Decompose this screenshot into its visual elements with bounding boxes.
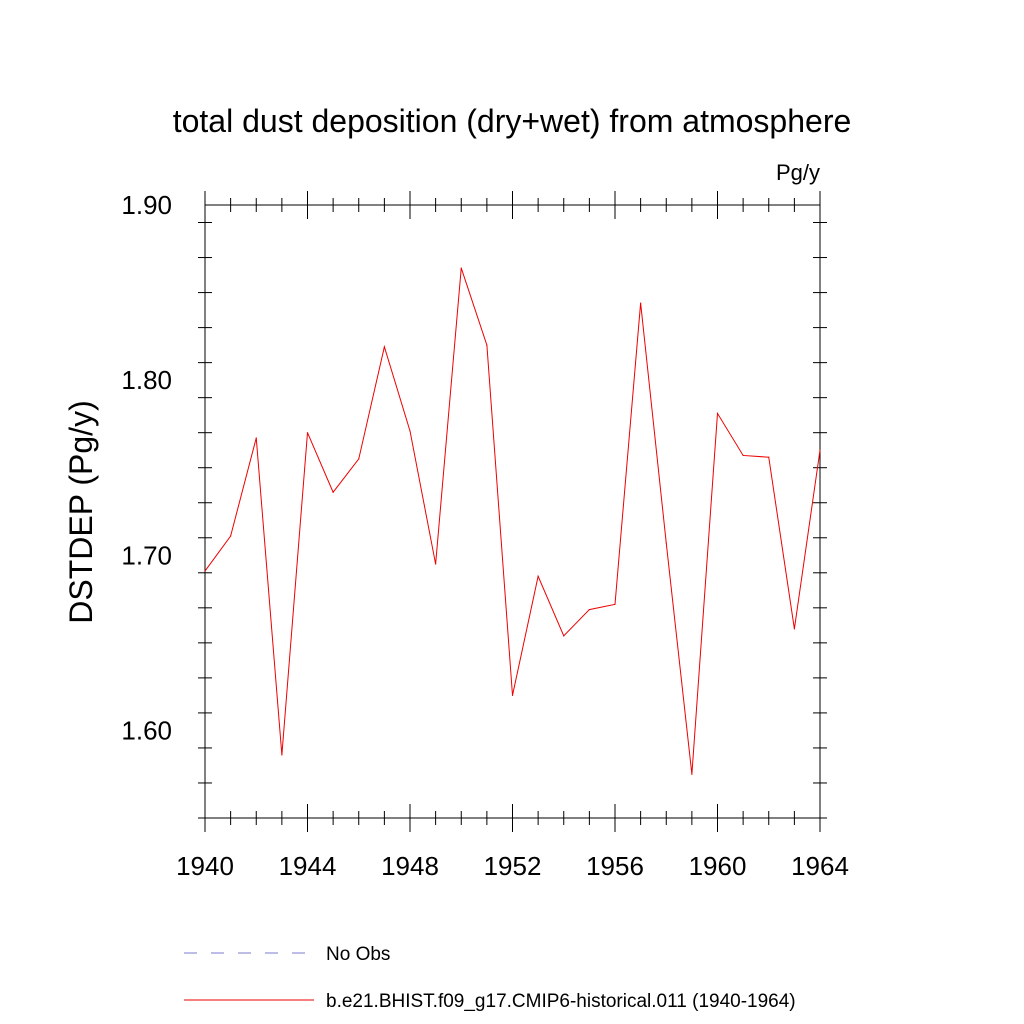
data-point — [460, 267, 462, 269]
data-point — [332, 491, 334, 493]
data-point — [742, 454, 744, 457]
x-tick-label: 1948 — [381, 851, 439, 881]
data-point — [204, 570, 206, 572]
data-point — [306, 432, 309, 434]
y-tick-label: 1.60 — [121, 715, 172, 745]
data-point — [230, 535, 232, 537]
data-point — [665, 542, 667, 544]
x-tick-label: 1960 — [689, 851, 747, 881]
data-point — [716, 412, 719, 415]
data-point — [691, 773, 693, 775]
data-point — [640, 302, 642, 304]
legend-label: No Obs — [326, 944, 390, 965]
series-layer — [204, 267, 821, 775]
chart-title: total dust deposition (dry+wet) from atm… — [173, 103, 852, 139]
x-tick-label: 1940 — [176, 851, 234, 881]
data-point — [563, 635, 565, 637]
y-axis-title: DSTDEP (Pg/y) — [63, 400, 99, 623]
plot-frame — [204, 204, 821, 819]
legend: No Obs b.e21.BHIST.f09_g17.CMIP6-historic… — [184, 944, 796, 1012]
data-point — [255, 437, 257, 439]
data-point — [511, 694, 514, 697]
y-tick-label: 1.90 — [121, 190, 172, 220]
data-point — [409, 430, 411, 432]
x-tick-label: 1952 — [484, 851, 542, 881]
axis-ticks: 1940 1944 1948 1952 1956 1960 1964 1.60 1.70 1.80… — [121, 190, 849, 881]
series-line — [204, 267, 821, 775]
data-point — [383, 346, 385, 348]
units-label: Pg/y — [776, 160, 820, 185]
y-tick-label: 1.80 — [121, 365, 172, 395]
x-tick-label: 1944 — [279, 851, 337, 881]
data-point — [588, 608, 590, 611]
data-point — [435, 563, 437, 565]
data-point — [486, 344, 488, 346]
data-point — [358, 458, 360, 460]
data-point — [281, 754, 283, 756]
legend-label: b.e21.BHIST.f09_g17.CMIP6-historical.011… — [326, 991, 796, 1012]
x-tick-label: 1964 — [791, 851, 849, 881]
data-point — [819, 449, 821, 451]
y-tick-label: 1.70 — [121, 540, 172, 570]
data-point — [793, 628, 795, 630]
data-point — [537, 575, 539, 577]
data-point — [768, 456, 770, 458]
x-tick-label: 1956 — [586, 851, 644, 881]
data-point — [614, 603, 616, 605]
